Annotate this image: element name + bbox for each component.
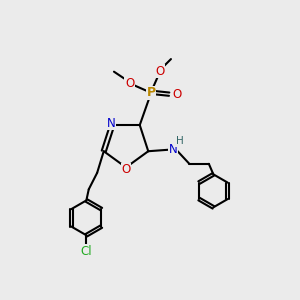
- Text: O: O: [125, 76, 134, 90]
- Text: Cl: Cl: [80, 244, 92, 258]
- Text: P: P: [147, 86, 156, 99]
- Text: N: N: [169, 143, 178, 156]
- Text: N: N: [107, 117, 116, 130]
- Text: O: O: [122, 163, 130, 176]
- Text: O: O: [155, 64, 164, 78]
- Text: O: O: [172, 88, 182, 101]
- Text: H: H: [176, 136, 183, 146]
